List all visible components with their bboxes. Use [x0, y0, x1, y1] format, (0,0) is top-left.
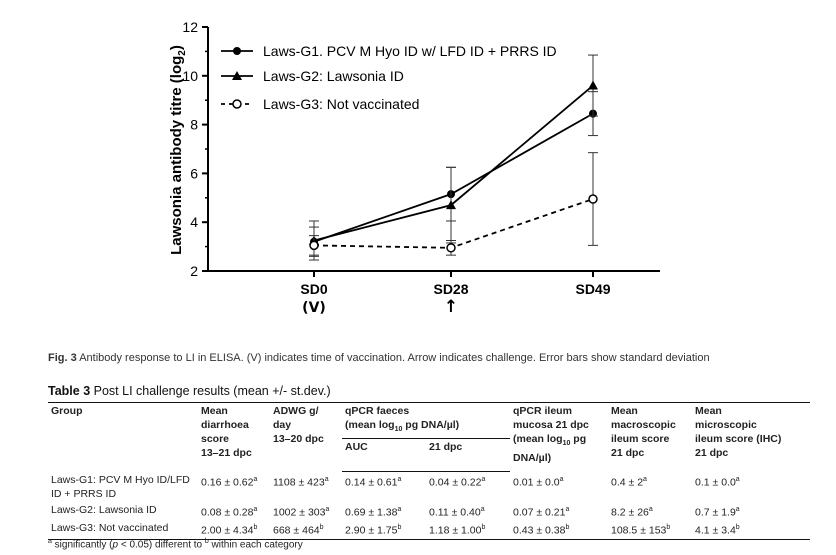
- header-21dpc: 21 dpc: [426, 438, 510, 473]
- data-point: [232, 99, 242, 109]
- data-point: [588, 80, 598, 90]
- cell-21dpc: 0.04 ± 0.22a: [429, 476, 486, 489]
- table-title-text: Post LI challenge results (mean +/- st.d…: [93, 384, 331, 398]
- figure-caption-text: Antibody response to LI in ELISA. (V) in…: [79, 352, 710, 364]
- figure-caption: Fig. 3 Antibody response to LI in ELISA.…: [48, 352, 710, 364]
- cell-diarrhoea: 0.08 ± 0.28a: [201, 505, 258, 519]
- series-3: [309, 152, 598, 256]
- legend-label: Laws-G3: Not vaccinated: [263, 96, 419, 112]
- y-tick-label: 4: [190, 214, 198, 230]
- cell-21dpc: 0.11 ± 0.40a: [429, 505, 485, 519]
- x-tick-label: SD0: [300, 281, 327, 297]
- x-tick-sublabel: (V): [302, 300, 326, 316]
- table-footnote: a significantly (p < 0.05) different to …: [48, 538, 303, 551]
- cell-ileum: 0.43 ± 0.38b: [510, 520, 608, 540]
- cell-21dpc: 1.18 ± 1.00b: [426, 520, 510, 540]
- antibody-line-chart: 2 4 6 8 10 12 Lawsonia antibody titre (log2) SD…: [168, 19, 660, 317]
- cell-diarrhoea: 2.00 ± 4.34b: [198, 520, 270, 540]
- table-label: Table 3: [48, 384, 91, 398]
- cell-auc: 2.90 ± 1.75b: [342, 520, 426, 540]
- chart-series: [309, 54, 598, 261]
- data-point: [446, 200, 456, 210]
- y-tick-label: 2: [190, 263, 198, 279]
- data-point: [588, 194, 598, 204]
- cell-adwg: 1002 ± 303a: [273, 505, 330, 519]
- y-tick-label: 6: [190, 165, 198, 181]
- cell-micro: 0.1 ± 0.0a: [695, 475, 740, 489]
- cell-auc: 0.14 ± 0.61a: [345, 476, 402, 489]
- y-tick-label: 8: [190, 117, 198, 133]
- cell-micro: 0.7 ± 1.9a: [695, 505, 740, 519]
- cell-micro: 4.1 ± 3.4b: [692, 520, 810, 540]
- table-row: Laws-G2: Lawsonia ID 0.08 ± 0.28a 1002 ±…: [48, 502, 810, 521]
- series-line: [313, 112, 594, 243]
- table-row: Laws-G3: Not vaccinated 2.00 ± 4.34b 668…: [48, 520, 810, 540]
- challenge-arrow-icon: ↑: [444, 297, 458, 317]
- cell-macro: 8.2 ± 26a: [611, 505, 653, 519]
- data-point: [309, 240, 319, 251]
- y-tick-label: 10: [182, 68, 198, 84]
- header-microscopic: Mean microscopic ileum score (IHC) 21 dp…: [692, 401, 810, 472]
- legend-label: Laws-G1. PCV M Hyo ID w/ LFD ID + PRRS I…: [263, 43, 557, 59]
- header-adwg: ADWG g/ day 13–20 dpc: [270, 401, 342, 472]
- legend-label: Laws-G2: Lawsonia ID: [263, 68, 404, 84]
- table-title: Table 3 Post LI challenge results (mean …: [48, 384, 331, 398]
- results-table: Group Mean diarrhoea score 13–21 dpc ADW…: [48, 401, 810, 540]
- header-qpcr-faeces: qPCR faeces (mean log10 pg DNA/µl): [342, 401, 510, 440]
- cell-adwg: 1108 ± 423a: [273, 475, 329, 489]
- header-qpcr-ileum: qPCR ileum mucosa 21 dpc (mean log10 pg …: [510, 401, 608, 472]
- chart-axes: 2 4 6 8 10 12 Lawsonia antibody titre (log2) SD…: [168, 19, 660, 317]
- series-1: [309, 91, 598, 257]
- data-point: [232, 71, 242, 80]
- cell-macro: 108.5 ± 153b: [608, 520, 692, 540]
- cell-ileum: 0.01 ± 0.0a: [513, 475, 564, 489]
- table-row: Laws-G1: PCV M Hyo ID/LFD ID + PRRS ID 0…: [48, 472, 810, 502]
- x-tick-label: SD49: [575, 281, 610, 297]
- header-auc: AUC: [342, 438, 426, 473]
- header-diarrhoea: Mean diarrhoea score 13–21 dpc: [198, 401, 270, 472]
- cell-ileum: 0.07 ± 0.21a: [513, 505, 570, 519]
- x-tick-label: SD28: [433, 281, 468, 297]
- header-group: Group: [48, 401, 198, 472]
- cell-auc: 0.69 ± 1.38a: [345, 505, 402, 519]
- header-macroscopic: Mean macroscopic ileum score 21 dpc: [608, 401, 692, 472]
- figure-label: Fig. 3: [48, 352, 77, 364]
- cell-group: Laws-G2: Lawsonia ID: [51, 503, 157, 516]
- cell-group: Laws-G1: PCV M Hyo ID/LFD ID + PRRS ID: [51, 473, 190, 500]
- data-point: [446, 243, 456, 253]
- data-point: [233, 47, 241, 55]
- cell-adwg: 668 ± 464b: [270, 520, 342, 540]
- y-tick-label: 12: [182, 19, 198, 35]
- cell-diarrhoea: 0.16 ± 0.62a: [201, 475, 258, 489]
- cell-group: Laws-G3: Not vaccinated: [48, 520, 198, 540]
- chart-legend: Laws-G1. PCV M Hyo ID w/ LFD ID + PRRS I…: [221, 43, 557, 112]
- y-axis-label: Lawsonia antibody titre (log2): [168, 45, 188, 255]
- cell-macro: 0.4 ± 2a: [611, 475, 647, 489]
